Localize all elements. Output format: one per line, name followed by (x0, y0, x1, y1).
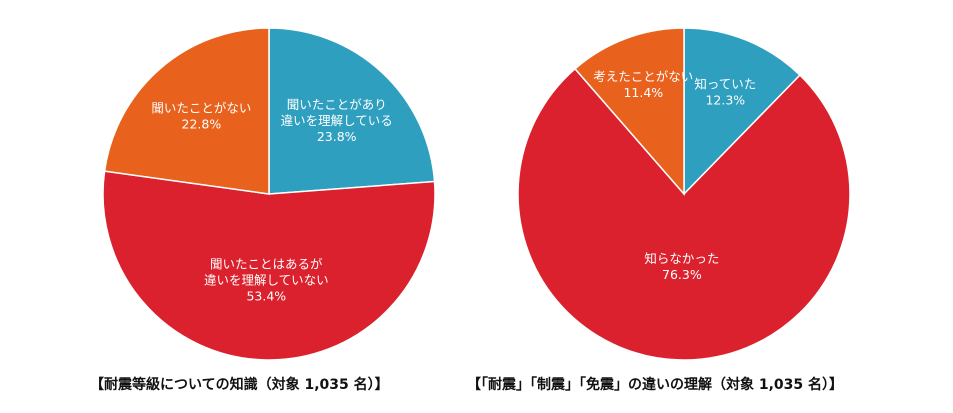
chart-2-slice-3-label: 考えたことがない 11.4% (593, 69, 693, 100)
chart-1-slice-1-label: 聞いたことがあり違いを理解している 23.8% (281, 97, 393, 144)
chart-2-slice-2 (517, 67, 851, 361)
chart-2-slice-1 (683, 27, 801, 196)
chart-1-slice-2-label: 聞いたことはあるが違いを理解していない 53.4% (204, 256, 329, 303)
chart-2-slice-2-label: 知らなかった 76.3% (644, 251, 719, 282)
chart-2-slice-3 (573, 27, 685, 197)
chart-1-slice-3 (103, 27, 270, 195)
chart-1-title: 【耐震等級についての知識（対象 1,035 名）】 (90, 377, 389, 393)
chart-2-title: 【「耐震」「制震」「免震」の違いの理解（対象 1,035 名）】 (467, 377, 844, 393)
chart-2-slice-1-label: 知っていた 12.3% (694, 77, 756, 108)
chart-1-slice-3-label: 聞いたことがない 22.8% (151, 100, 251, 131)
chart-1-slice-2 (102, 170, 436, 361)
chart-1-slice-1 (268, 27, 436, 195)
